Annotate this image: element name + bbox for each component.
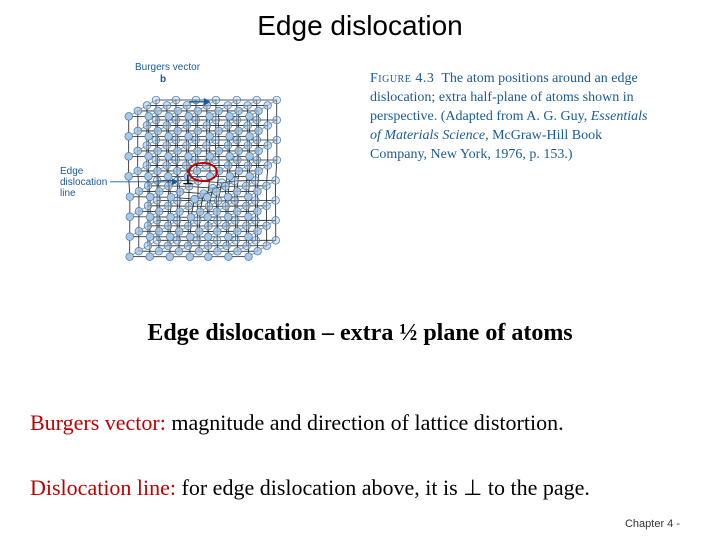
page-title: Edge dislocation — [0, 10, 720, 42]
bv-label: Burgers vector: — [30, 410, 166, 435]
edge-dislocation-line-label: Edgedislocationline — [60, 166, 107, 199]
dislocation-line-definition: Dislocation line: for edge dislocation a… — [30, 475, 590, 501]
burgers-vector-definition: Burgers vector: magnitude and direction … — [30, 410, 564, 436]
lattice-diagram — [110, 80, 330, 280]
dl-label: Dislocation line: — [30, 475, 176, 500]
page-footer: Chapter 4 - — [625, 518, 680, 530]
caption-lead: Figure 4.3 — [370, 71, 434, 86]
dl-text: for edge dislocation above, it is ⊥ to t… — [176, 475, 590, 500]
subtitle: Edge dislocation – extra ½ plane of atom… — [0, 320, 720, 347]
figure-caption: Figure 4.3 The atom positions around an … — [370, 70, 650, 164]
figure-area: Burgers vector b Edgedislocationline Fig… — [60, 60, 660, 300]
bv-text: magnitude and direction of lattice disto… — [166, 410, 564, 435]
highlight-ellipse — [188, 162, 218, 182]
burgers-vector-label: Burgers vector — [135, 62, 200, 73]
